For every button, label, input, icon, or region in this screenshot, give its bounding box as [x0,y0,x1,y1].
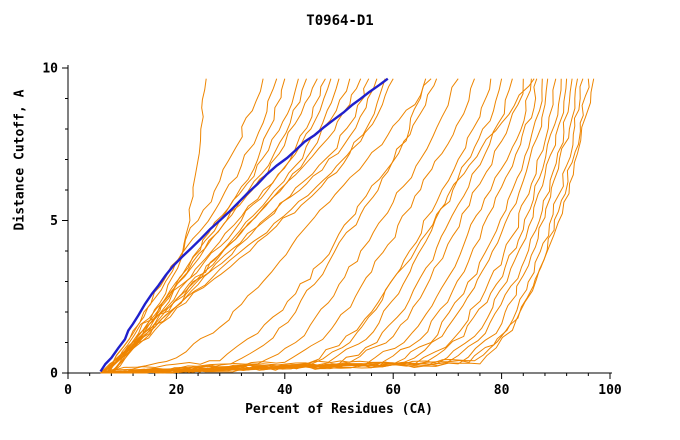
model-curve [100,78,578,374]
y-tick-label: 5 [50,214,58,229]
highlighted-model-curve [99,77,389,373]
model-curve [108,78,332,374]
model-curve [100,78,386,374]
y-axis-label: Distance Cutoff, A [12,89,28,231]
model-curve [103,78,475,374]
x-tick-label: 20 [169,383,185,398]
chart-title: T0964-D1 [306,13,374,29]
x-tick-label: 0 [64,383,72,398]
model-curve [111,78,207,374]
model-curve [100,78,459,374]
model-curve [100,78,307,374]
x-axis-label: Percent of Residues (CA) [245,402,433,417]
model-curve [100,78,532,374]
x-tick-label: 100 [598,383,622,398]
model-curve [105,78,351,374]
model-curve [100,78,513,374]
model-curve [111,78,362,374]
model-curve [105,78,503,374]
x-tick-label: 60 [385,383,401,398]
model-curve [105,78,378,374]
model-curve [100,78,590,374]
model-curve [100,78,438,374]
model-curve [100,78,568,374]
model-curve [105,78,264,374]
model-curve [105,78,318,374]
model-curve [103,78,595,374]
model-curve [100,78,535,374]
model-curve [105,78,538,374]
x-tick-label: 80 [494,383,510,398]
model-curve [108,78,394,374]
y-tick-label: 0 [50,367,58,382]
x-tick-label: 40 [277,383,293,398]
model-curve [105,78,432,374]
model-curve [105,78,286,374]
model-curve [105,78,562,374]
y-tick-label: 10 [42,62,58,77]
axes [67,65,612,374]
model-curve [102,78,278,374]
model-curve [103,78,524,374]
